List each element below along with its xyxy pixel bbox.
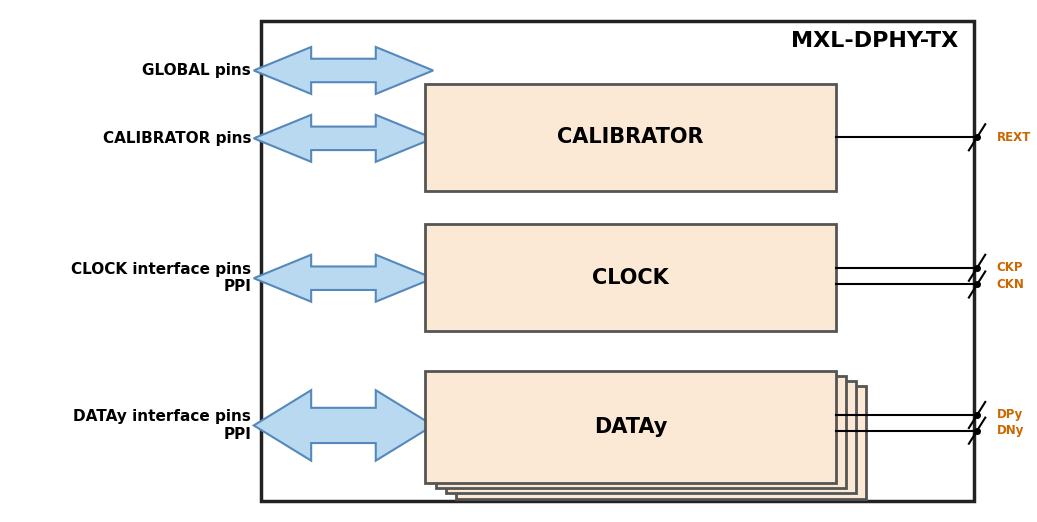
Text: CKP: CKP bbox=[997, 262, 1024, 274]
Text: DATAy: DATAy bbox=[594, 417, 667, 437]
Bar bbox=[425, 224, 836, 331]
Bar bbox=[261, 21, 974, 501]
Bar bbox=[425, 371, 836, 483]
Text: DNy: DNy bbox=[997, 424, 1024, 437]
Polygon shape bbox=[254, 255, 433, 302]
Bar bbox=[425, 84, 836, 191]
Text: CLOCK: CLOCK bbox=[592, 268, 669, 288]
Text: MXL-DPHY-TX: MXL-DPHY-TX bbox=[791, 31, 958, 51]
Bar bbox=[446, 381, 857, 493]
Bar bbox=[456, 386, 866, 499]
Text: CALIBRATOR: CALIBRATOR bbox=[557, 127, 704, 147]
Text: CLOCK interface pins
PPI: CLOCK interface pins PPI bbox=[72, 262, 251, 294]
Text: REXT: REXT bbox=[997, 131, 1031, 144]
Text: DATAy interface pins
PPI: DATAy interface pins PPI bbox=[74, 409, 251, 442]
Text: DPy: DPy bbox=[997, 409, 1022, 421]
Text: CKN: CKN bbox=[997, 278, 1025, 291]
Polygon shape bbox=[254, 115, 433, 162]
Bar bbox=[436, 376, 846, 488]
Text: CALIBRATOR pins: CALIBRATOR pins bbox=[103, 131, 251, 146]
Polygon shape bbox=[254, 47, 433, 94]
Text: GLOBAL pins: GLOBAL pins bbox=[142, 63, 251, 78]
Polygon shape bbox=[254, 390, 433, 461]
